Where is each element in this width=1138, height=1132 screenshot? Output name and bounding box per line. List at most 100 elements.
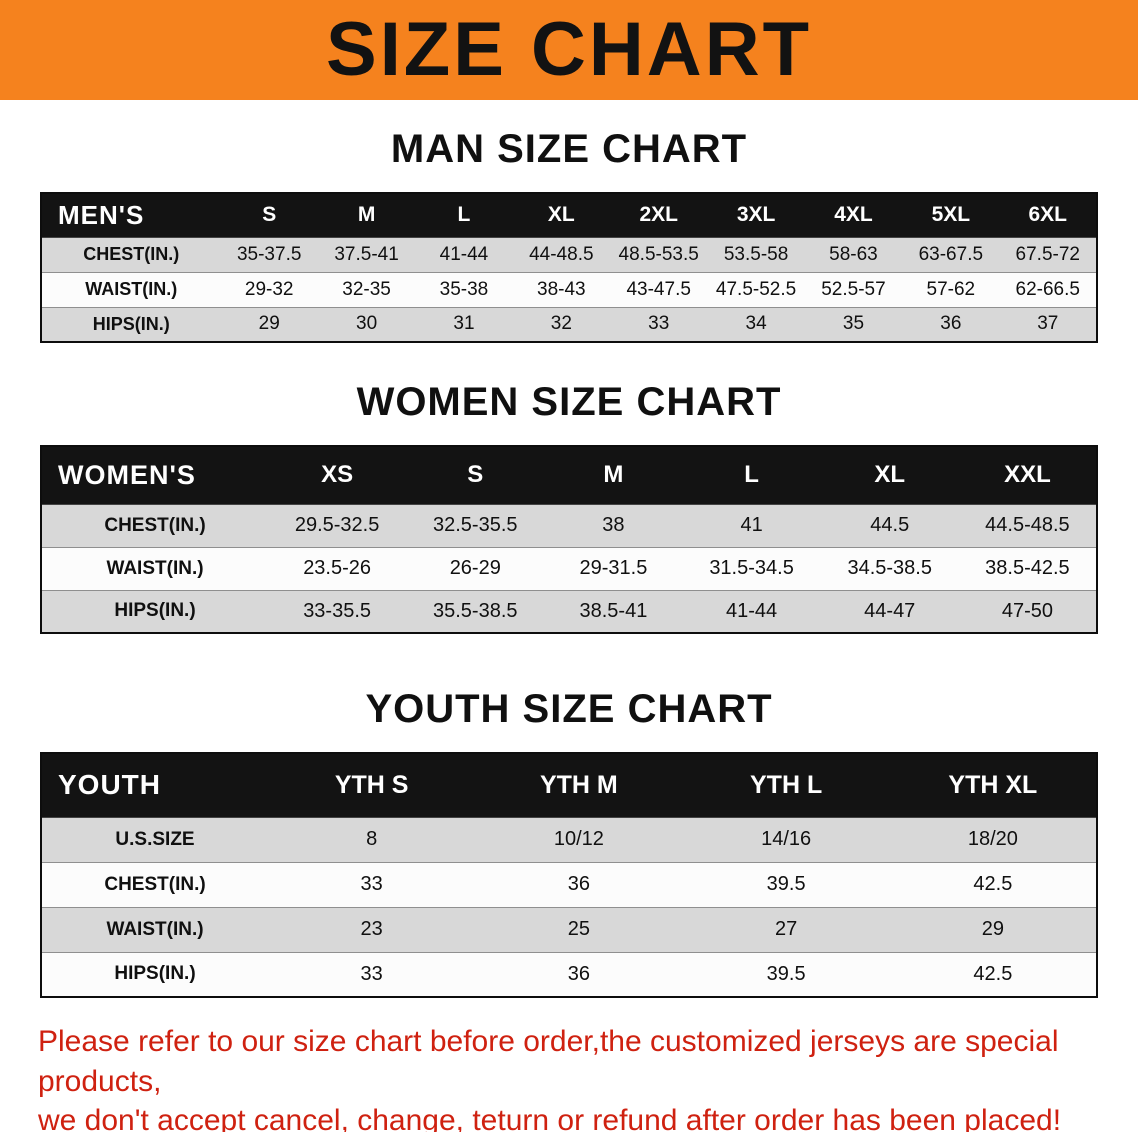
size-value-cell: 44.5-48.5 (985, 514, 1070, 536)
measurement-row-label: HIPS(IN.) (114, 963, 196, 985)
size-value-cell: 34 (745, 313, 767, 335)
measurement-row-label: CHEST(IN.) (83, 244, 180, 264)
youth-size-section: YOUTH SIZE CHART YOUTH YTH S YTH M YTH L YTH… (0, 686, 1138, 998)
size-value-cell: 8 (366, 828, 378, 850)
size-value-cell: 31 (453, 313, 475, 335)
man-size-section: MAN SIZE CHART MEN'S S M L XL 2XL 3XL 4XL 5XL 6XL… (0, 126, 1138, 343)
youth-section-heading: YOUTH SIZE CHART (365, 687, 773, 731)
size-value-cell: 38.5-42.5 (985, 557, 1070, 579)
size-value-cell: 30 (356, 313, 378, 335)
size-value-cell: 27 (774, 918, 798, 940)
size-value-cell: 31.5-34.5 (709, 557, 794, 579)
size-column-header: S (406, 446, 545, 504)
size-value-cell: 47.5-52.5 (715, 278, 797, 300)
size-value-cell: 36 (567, 873, 590, 895)
measurement-row-label: WAIST(IN.) (106, 918, 204, 940)
size-column-header: 2XL (610, 193, 708, 237)
size-value-cell: 29.5-32.5 (294, 514, 380, 536)
disclaimer-line-1: Please refer to our size chart before or… (38, 1025, 1059, 1098)
table-corner-label: MEN'S (41, 193, 221, 237)
size-value-cell: 29 (258, 313, 280, 335)
size-column-header: YTH XL (889, 753, 1097, 817)
size-value-cell: 39.5 (766, 962, 806, 985)
measurement-row: HIPS(IN.) 33 36 39.5 42.5 (41, 952, 1097, 997)
size-value-cell: 37.5-41 (334, 243, 399, 265)
size-value-cell: 29 (981, 918, 1004, 940)
size-column-header: 5XL (902, 193, 1000, 237)
table-corner-label: YOUTH (41, 753, 269, 817)
size-value-cell: 58-63 (829, 243, 878, 265)
measurement-row: CHEST(IN.) 33 36 39.5 42.5 (41, 862, 1097, 907)
measurement-row: CHEST(IN.) 35-37.5 37.5-41 41-44 44-48.5 48.5… (41, 237, 1097, 272)
size-value-cell: 67.5-72 (1015, 243, 1080, 265)
measurement-row-label: CHEST(IN.) (104, 873, 206, 895)
size-column-header: XL (820, 446, 959, 504)
size-value-cell: 52.5-57 (821, 278, 886, 300)
size-value-cell: 41-44 (439, 243, 489, 265)
size-value-cell: 35.5-38.5 (433, 599, 518, 622)
size-value-cell: 38-43 (537, 278, 586, 300)
size-column-header: L (415, 193, 513, 237)
size-column-header: YTH S (268, 753, 476, 817)
size-value-cell: 57-62 (926, 278, 976, 300)
women-size-section: WOMEN SIZE CHART WOMEN'S XS S M L XL XXL CHEST(… (0, 379, 1138, 634)
measurement-row-label: HIPS(IN.) (114, 600, 196, 622)
measurement-row: U.S.SIZE 8 10/12 14/16 18/20 (41, 817, 1097, 862)
size-value-cell: 29-32 (244, 278, 294, 300)
size-value-cell: 42.5 (973, 873, 1013, 895)
measurement-row: HIPS(IN.) 33-35.5 35.5-38.5 38.5-41 41-44 44-… (41, 590, 1097, 633)
size-column-header: 4XL (804, 193, 903, 237)
measurement-row-label: WAIST(IN.) (85, 279, 178, 299)
size-value-cell: 34.5-38.5 (847, 557, 932, 579)
size-column-header: YTH M (475, 753, 683, 817)
size-value-cell: 44-48.5 (529, 243, 594, 265)
size-value-cell: 38 (602, 514, 625, 536)
page-title: SIZE CHART (326, 7, 812, 92)
size-value-cell: 35-38 (439, 278, 489, 300)
size-column-header: XS (268, 446, 407, 504)
size-value-cell: 44.5 (870, 514, 910, 536)
man-section-heading: MAN SIZE CHART (390, 127, 748, 171)
size-value-cell: 33-35.5 (303, 599, 372, 622)
header-row: YOUTH YTH S YTH M YTH L YTH XL (41, 753, 1097, 817)
size-value-cell: 43-47.5 (626, 278, 691, 300)
measurement-row-label: U.S.SIZE (115, 828, 195, 850)
size-column-header: M (544, 446, 683, 504)
measurement-row-label: WAIST(IN.) (106, 557, 204, 579)
size-value-cell: 48.5-53.5 (618, 243, 699, 265)
women-section-heading: WOMEN SIZE CHART (356, 380, 782, 424)
size-value-cell: 35-37.5 (236, 243, 302, 265)
size-value-cell: 37 (1037, 313, 1059, 335)
size-value-cell: 32.5-35.5 (433, 514, 518, 536)
man-size-table: MEN'S S M L XL 2XL 3XL 4XL 5XL 6XL CHEST(IN.) 35-37… (40, 192, 1098, 343)
header-row: MEN'S S M L XL 2XL 3XL 4XL 5XL 6XL (41, 193, 1097, 237)
size-value-cell: 23.5-26 (303, 557, 372, 579)
size-value-cell: 33 (360, 873, 383, 895)
size-value-cell: 33 (360, 962, 383, 985)
size-value-cell: 36 (567, 962, 590, 985)
size-column-header: 6XL (999, 193, 1097, 237)
size-column-header: S (220, 193, 318, 237)
size-column-header: XXL (958, 446, 1097, 504)
size-value-cell: 42.5 (973, 962, 1013, 985)
measurement-row-label: HIPS(IN.) (92, 313, 170, 334)
size-value-cell: 25 (567, 918, 590, 940)
size-value-cell: 32-35 (342, 278, 391, 300)
youth-size-table: YOUTH YTH S YTH M YTH L YTH XL U.S.SIZE 8 10/12… (40, 752, 1098, 998)
size-value-cell: 62-66.5 (1015, 278, 1080, 300)
size-value-cell: 10/12 (553, 828, 604, 850)
size-value-cell: 63-67.5 (918, 243, 984, 265)
measurement-row: HIPS(IN.) 29 30 31 32 33 34 35 36 37 (41, 307, 1097, 342)
size-column-header: M (317, 193, 416, 237)
size-value-cell: 14/16 (761, 828, 812, 850)
size-value-cell: 32 (550, 313, 572, 335)
size-value-cell: 26-29 (449, 557, 501, 579)
banner: SIZE CHART (0, 0, 1138, 100)
size-column-header: L (682, 446, 821, 504)
measurement-row: WAIST(IN.) 29-32 32-35 35-38 38-43 43-47.5 47.… (41, 272, 1097, 307)
size-value-cell: 44-47 (864, 599, 916, 622)
size-value-cell: 41-44 (726, 599, 778, 622)
size-value-cell: 47-50 (1001, 599, 1053, 622)
size-value-cell: 29-31.5 (579, 557, 648, 579)
